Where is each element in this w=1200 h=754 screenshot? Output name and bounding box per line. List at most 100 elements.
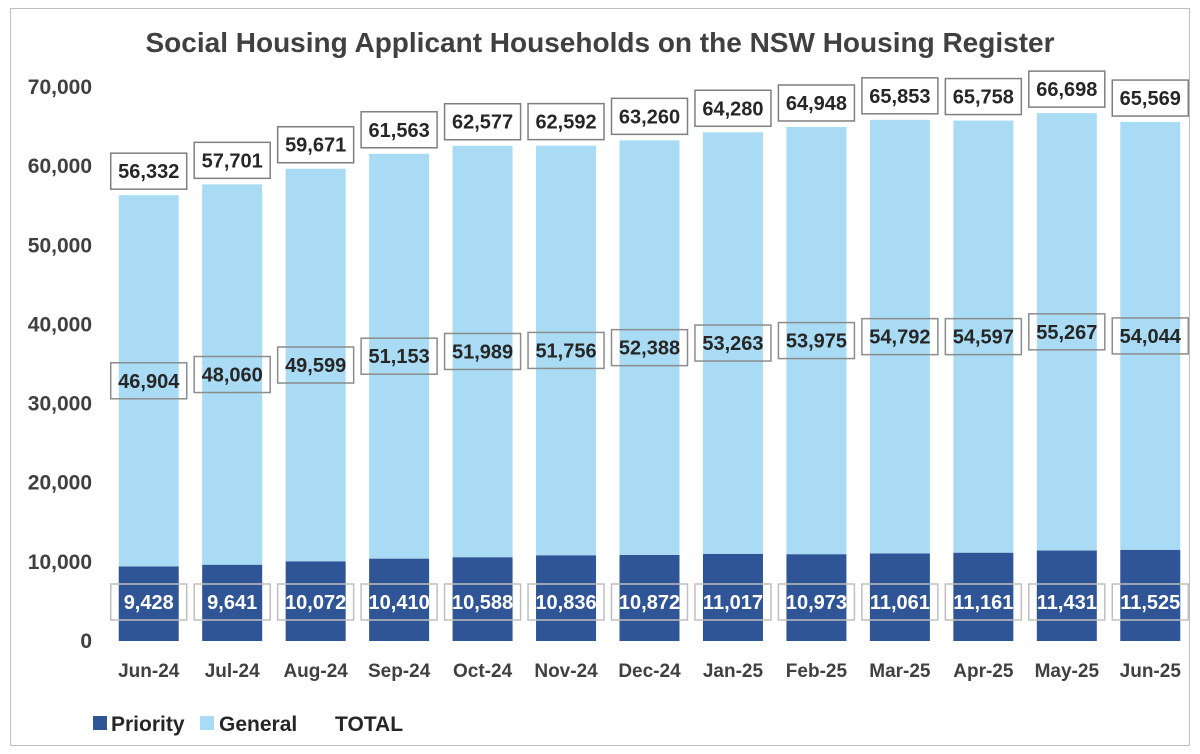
total-label-box	[443, 102, 522, 141]
bar-general	[619, 140, 680, 555]
priority-data-label: 10,588	[452, 592, 513, 614]
x-tick-label: Jan-25	[703, 661, 764, 682]
priority-data-label: 10,836	[535, 592, 596, 614]
total-data-label: 57,701	[202, 150, 263, 172]
total-data-label: 65,758	[953, 87, 1014, 109]
bar-priority	[953, 552, 1014, 641]
legend: Priority General TOTAL	[93, 713, 403, 736]
total-label-box	[360, 111, 438, 149]
general-label-box	[109, 362, 188, 400]
total-label-box	[610, 97, 689, 136]
legend-swatch-general	[200, 716, 214, 730]
x-tick-label: Feb-25	[786, 661, 848, 682]
priority-data-label: 10,410	[369, 592, 430, 614]
general-data-label: 54,792	[869, 327, 930, 349]
y-tick-label: 40,000	[28, 313, 92, 336]
general-data-label: 51,153	[369, 346, 430, 368]
bar-priority	[1036, 550, 1097, 641]
bar-priority	[285, 561, 346, 641]
total-label-box	[1111, 79, 1190, 117]
priority-data-label: 11,525	[1120, 592, 1180, 614]
bar-priority	[369, 558, 430, 641]
priority-label-box	[777, 583, 856, 621]
y-tick-label: 50,000	[28, 234, 92, 257]
general-data-label: 53,975	[786, 331, 847, 353]
priority-data-label: 10,072	[285, 592, 346, 614]
total-data-label: 61,563	[369, 120, 430, 142]
priority-data-label: 10,872	[619, 592, 680, 614]
general-data-label: 48,060	[202, 365, 263, 387]
general-data-label: 51,989	[452, 341, 513, 363]
total-data-label: 63,260	[619, 106, 680, 128]
total-data-label: 64,948	[786, 93, 847, 115]
total-data-label: 56,332	[118, 161, 179, 183]
legend-label-priority: Priority	[111, 713, 185, 736]
bar-general	[452, 145, 513, 558]
priority-data-label: 11,061	[870, 592, 930, 614]
x-tick-label: Jul-24	[205, 661, 260, 682]
total-label-box	[276, 125, 355, 164]
general-label-box	[777, 321, 856, 360]
general-data-label: 51,756	[535, 340, 596, 362]
x-tick-label: Aug-24	[283, 661, 348, 682]
x-tick-label: Nov-24	[534, 661, 598, 682]
general-data-label: 55,267	[1036, 322, 1097, 344]
bar-priority	[869, 553, 930, 641]
y-tick-label: 20,000	[28, 472, 92, 495]
y-tick-label: 10,000	[28, 551, 92, 574]
bar-general	[369, 153, 430, 559]
priority-label-box	[694, 583, 772, 621]
priority-data-label: 11,431	[1037, 592, 1097, 614]
x-tick-label: Jun-24	[118, 661, 180, 682]
total-data-label: 62,592	[535, 112, 596, 134]
priority-label-box	[1111, 583, 1190, 621]
bar-general	[1036, 113, 1097, 551]
priority-label-box	[109, 583, 188, 621]
bar-general	[202, 184, 263, 565]
general-label-box	[861, 317, 939, 356]
priority-label-box	[360, 583, 438, 621]
data-labels: 9,428 46,904 56,332 9,641 48,060 57,701 10,072…	[109, 70, 1190, 621]
general-label-box	[1111, 317, 1190, 355]
general-label-box	[694, 324, 772, 362]
bar-general	[118, 195, 179, 567]
priority-label-box	[1028, 583, 1106, 621]
priority-data-label: 9,641	[207, 592, 257, 614]
legend-swatch-priority	[93, 716, 107, 730]
x-tick-label: Jun-25	[1120, 661, 1182, 682]
general-data-label: 49,599	[285, 355, 346, 377]
bar-general	[536, 145, 597, 556]
bar-general	[1120, 122, 1181, 550]
general-label-box	[944, 317, 1023, 356]
priority-data-label: 10,973	[786, 592, 847, 614]
x-tick-label: Oct-24	[453, 661, 513, 682]
total-data-label: 62,577	[452, 112, 513, 134]
general-data-label: 52,388	[619, 338, 680, 360]
y-axis: 0 10,000 20,000 30,000 40,000 50,000 60,000 70,…	[28, 76, 92, 653]
priority-label-box	[944, 583, 1023, 621]
general-data-label: 53,263	[702, 333, 763, 355]
bar-priority	[202, 564, 263, 641]
general-data-label: 46,904	[118, 371, 180, 393]
x-tick-label: Apr-25	[953, 661, 1014, 682]
bar-general	[285, 168, 346, 562]
bar-priority	[536, 555, 597, 641]
bar-priority	[452, 557, 513, 641]
bar-priority	[118, 566, 179, 641]
bar-priority	[1120, 549, 1181, 641]
bar-priority	[702, 553, 763, 641]
total-data-label: 65,569	[1120, 88, 1181, 110]
y-tick-label: 60,000	[28, 155, 92, 178]
total-data-label: 64,280	[702, 98, 763, 120]
y-tick-label: 30,000	[28, 393, 92, 416]
x-tick-label: Sep-24	[368, 661, 431, 682]
y-tick-label: 70,000	[28, 76, 92, 99]
x-tick-label: May-25	[1035, 661, 1100, 682]
legend-label-total: TOTAL	[335, 713, 403, 736]
priority-label-box	[443, 583, 522, 621]
priority-data-label: 11,017	[703, 592, 763, 614]
total-data-label: 65,853	[869, 86, 930, 108]
bar-priority	[786, 554, 847, 641]
x-axis: Jun-24 Jul-24 Aug-24 Sep-24 Oct-24 Nov-24 Dec-…	[118, 661, 1181, 682]
